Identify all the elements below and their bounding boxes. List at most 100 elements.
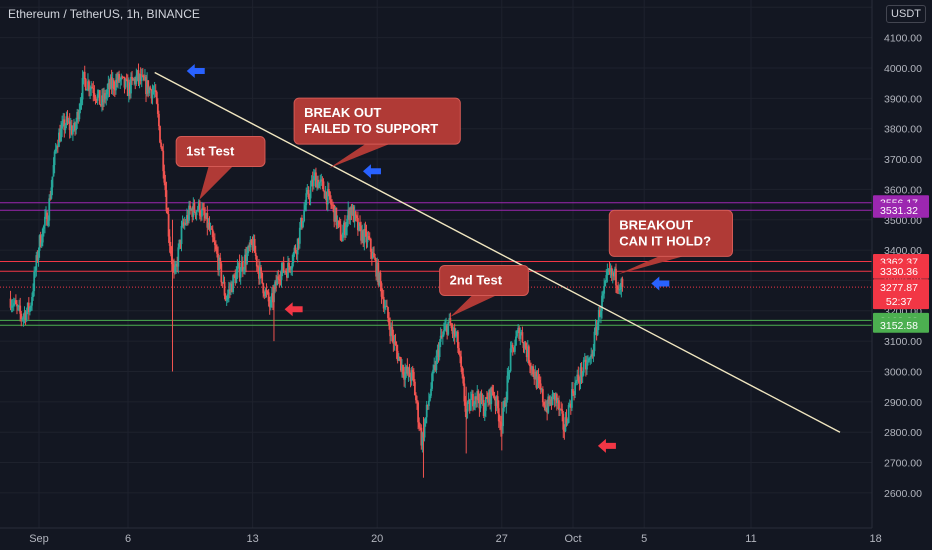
candle-body	[387, 307, 389, 319]
currency-badge[interactable]: USDT	[886, 5, 926, 23]
candle-body	[88, 81, 90, 91]
candle-body	[611, 272, 614, 276]
candle-body	[317, 179, 319, 188]
candle-body	[426, 404, 429, 407]
candle-body	[379, 272, 382, 284]
blue-arrow-mid[interactable]	[362, 164, 381, 179]
candle-body	[102, 95, 104, 103]
candle-body	[547, 396, 550, 413]
candle-body	[54, 148, 57, 152]
candle-body	[445, 324, 447, 327]
candle-body	[596, 322, 599, 335]
callout-box[interactable]	[293, 97, 461, 145]
candle-body	[331, 204, 333, 206]
callout-box[interactable]	[175, 135, 266, 167]
candle-body	[561, 409, 564, 414]
callout-second-test[interactable]: 2nd Test	[439, 264, 529, 317]
time-axis[interactable]: Sep 6 13 20 27 Oct 5 11 18	[0, 527, 932, 550]
candle-body	[339, 224, 342, 241]
price-tick-label: 4100.00	[884, 33, 922, 45]
candle-body	[261, 272, 264, 284]
candle-body	[249, 239, 252, 248]
candle-body	[216, 249, 218, 254]
candle-body	[156, 103, 159, 114]
callout-box[interactable]	[608, 209, 733, 257]
candle-body	[218, 257, 221, 270]
candle-body	[518, 327, 521, 339]
candle-body	[24, 312, 27, 321]
candle-body	[139, 74, 142, 81]
annotation-arrows[interactable]	[186, 64, 670, 453]
callout-first-test[interactable]: 1st Test	[175, 135, 266, 201]
symbol-title[interactable]: Ethereum / TetherUS, 1h, BINANCE	[8, 7, 200, 21]
candle-body	[603, 286, 606, 294]
candle-body	[390, 326, 393, 337]
candle-body	[254, 252, 257, 257]
candle-body	[89, 89, 92, 91]
candle-body	[17, 305, 19, 307]
candle-body	[393, 341, 396, 344]
candle-body	[71, 130, 74, 135]
callout-box[interactable]	[439, 264, 529, 296]
horizontal-levels	[0, 202, 872, 326]
trendline-layer[interactable]	[154, 71, 841, 433]
red-arrow-left[interactable]	[284, 302, 303, 317]
candle-body	[614, 268, 616, 277]
candle-body	[251, 243, 254, 251]
candle-body	[602, 293, 604, 296]
candle-body	[405, 366, 408, 372]
candle-body	[236, 267, 239, 273]
candle-body	[486, 397, 488, 399]
candle-body	[306, 189, 309, 194]
candle-body	[437, 349, 440, 357]
candle-body	[230, 283, 232, 290]
candle-body	[165, 190, 168, 212]
candle-body	[327, 188, 330, 192]
price-tick-label: 3700.00	[884, 154, 922, 166]
candle-body	[49, 198, 52, 200]
price-tick-label: 3100.00	[884, 336, 922, 348]
candle-body	[256, 266, 259, 268]
candle-body	[435, 355, 438, 371]
candle-body	[92, 87, 95, 94]
candle-body	[11, 305, 14, 307]
candle-body	[320, 179, 323, 181]
candle-body	[128, 82, 131, 94]
candle-body	[480, 392, 483, 403]
candle-body	[374, 257, 376, 260]
candle-body	[354, 211, 357, 216]
candle-body	[278, 279, 281, 281]
candle-body	[229, 289, 231, 291]
candle-body	[246, 253, 249, 264]
candle-body	[523, 342, 526, 348]
candle-body	[109, 77, 112, 89]
candle-body	[536, 376, 539, 388]
blue-arrow-top[interactable]	[186, 64, 205, 79]
candle-body	[415, 395, 417, 401]
candle-body	[241, 261, 244, 271]
candle-body	[105, 94, 108, 100]
callout-pointer	[617, 256, 683, 275]
candle-body	[559, 408, 561, 411]
candle-body	[593, 331, 596, 352]
candle-body	[269, 299, 272, 308]
descending-trendline[interactable]	[154, 71, 841, 433]
candle-body	[364, 228, 367, 231]
candle-body	[352, 206, 355, 222]
candle-body	[449, 318, 452, 326]
red-arrow-bottom[interactable]	[597, 438, 616, 453]
blue-arrow-right[interactable]	[651, 276, 670, 291]
candle-body	[20, 313, 23, 320]
candle-body	[517, 327, 520, 332]
candle-body	[431, 373, 433, 389]
level-price-label: 3531.32	[880, 205, 918, 217]
time-tick-label: 11	[745, 533, 756, 545]
candle-body	[199, 215, 202, 217]
price-tick-label: 2800.00	[884, 427, 922, 439]
candle-body	[148, 87, 151, 94]
candle-body	[10, 305, 13, 308]
